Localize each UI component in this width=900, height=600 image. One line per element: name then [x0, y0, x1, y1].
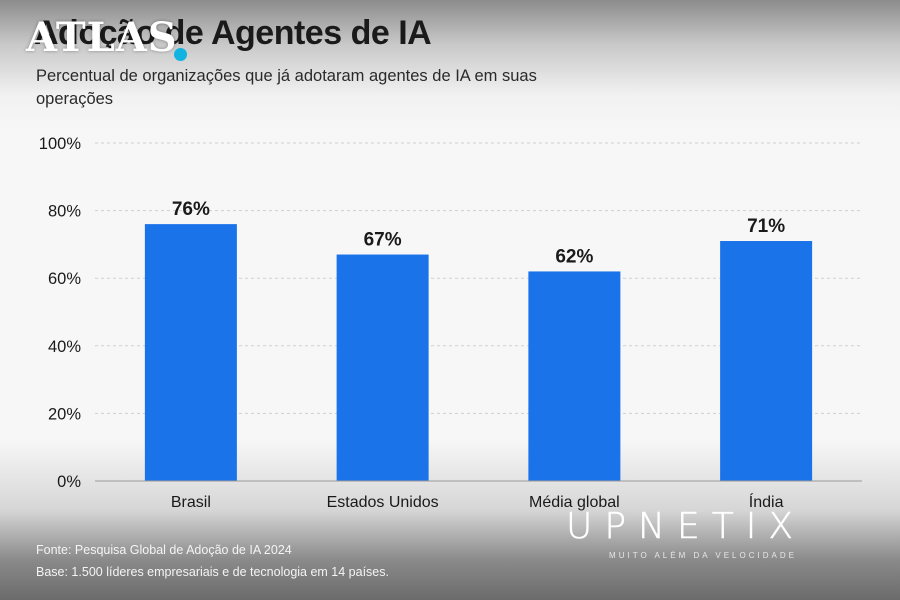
bar-value-label: 71%	[747, 216, 785, 237]
bar	[720, 241, 813, 481]
source-note: Fonte: Pesquisa Global de Adoção de IA 2…	[36, 543, 292, 557]
chart-title: Adoção de Agentes de IA	[34, 14, 432, 52]
y-tick-label: 80%	[48, 203, 81, 221]
y-tick-label: 20%	[48, 405, 81, 423]
bar	[336, 254, 429, 481]
y-tick-label: 100%	[39, 135, 82, 153]
y-tick-label: 60%	[48, 270, 81, 288]
y-tick-label: 40%	[48, 338, 81, 356]
y-axis-ticks: 0% 20% 40% 60% 80% 100%	[39, 135, 82, 491]
x-category-label: Estados Unidos	[327, 494, 439, 511]
bar-value-label: 67%	[364, 230, 402, 251]
value-labels: 76% 67% 62% 71%	[172, 199, 785, 267]
bar-value-label: 76%	[172, 199, 210, 220]
atlas-logo-dot	[174, 48, 187, 61]
upnetix-tagline: MUITO ALÉM DA VELOCIDADE	[609, 551, 797, 560]
upnetix-watermark: UPNETIX	[566, 506, 806, 548]
x-category-label: Média global	[529, 494, 620, 511]
bars	[144, 224, 813, 481]
chart-subtitle: Percentual de organizações que já adotar…	[36, 67, 537, 108]
base-note: Base: 1.500 líderes empresariais e de te…	[36, 565, 389, 579]
bar-value-label: 62%	[555, 246, 593, 267]
bar	[528, 271, 621, 481]
x-category-label: Brasil	[171, 494, 211, 511]
x-axis-labels: Brasil Estados Unidos Média global Índia	[171, 492, 784, 511]
bar	[144, 224, 237, 481]
x-category-label: Índia	[749, 492, 784, 511]
y-tick-label: 0%	[57, 473, 81, 491]
atlas-logo: ATLAS	[26, 14, 178, 61]
